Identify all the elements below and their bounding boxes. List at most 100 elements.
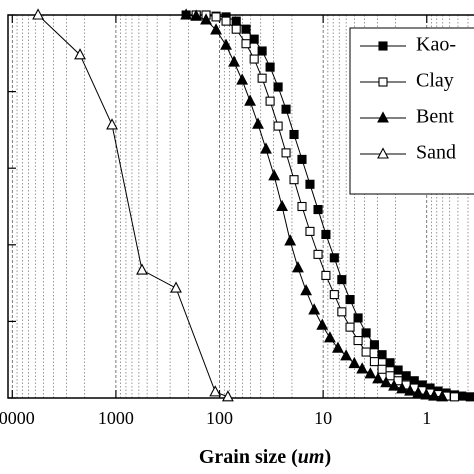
marker: [241, 39, 251, 49]
marker: [340, 349, 353, 361]
marker: [364, 367, 377, 379]
marker: [136, 263, 148, 275]
legend-marker: [378, 77, 388, 87]
x-tick-label: 100: [206, 408, 233, 428]
marker: [305, 179, 315, 189]
marker: [221, 390, 234, 402]
marker: [385, 358, 395, 368]
marker: [220, 38, 232, 50]
x-axis-label: Grain size (um): [199, 446, 331, 468]
marker: [372, 372, 384, 384]
marker: [231, 24, 241, 34]
marker: [170, 281, 182, 293]
x-tick-label: 1000: [98, 408, 134, 428]
marker: [308, 303, 321, 315]
marker: [428, 389, 440, 401]
legend-marker: [377, 111, 389, 123]
marker: [329, 253, 339, 263]
marker: [231, 16, 241, 26]
legend-marker: [377, 147, 389, 159]
marker: [249, 34, 259, 44]
marker: [353, 335, 363, 346]
marker: [380, 375, 392, 388]
marker: [244, 94, 257, 106]
marker: [180, 8, 193, 20]
marker: [305, 226, 315, 236]
legend-box: [349, 27, 474, 195]
marker: [393, 365, 403, 375]
marker: [332, 341, 344, 353]
marker: [297, 154, 307, 164]
legend-label: Kao-: [416, 34, 456, 56]
marker: [345, 295, 355, 305]
marker: [221, 16, 231, 26]
marker: [228, 55, 240, 67]
marker: [436, 390, 449, 402]
marker: [321, 270, 331, 280]
marker: [313, 249, 323, 259]
marker: [273, 82, 283, 92]
marker: [265, 62, 275, 72]
marker: [257, 73, 267, 83]
marker: [276, 199, 288, 212]
marker: [268, 169, 281, 181]
legend-label: Clay: [416, 70, 454, 92]
marker: [190, 9, 203, 21]
marker: [265, 96, 275, 106]
marker: [420, 388, 433, 400]
marker: [209, 385, 222, 397]
marker: [316, 318, 329, 330]
marker: [385, 371, 395, 381]
legend: Kao- Clay Bent Sand: [349, 27, 474, 195]
marker: [284, 234, 297, 246]
marker: [449, 392, 460, 402]
marker: [324, 331, 336, 343]
marker: [241, 24, 251, 34]
marker: [281, 104, 291, 114]
marker: [300, 284, 313, 296]
marker: [273, 121, 283, 131]
marker: [210, 23, 222, 35]
marker: [353, 313, 363, 323]
marker: [260, 142, 272, 154]
marker: [388, 379, 400, 391]
marker: [377, 364, 387, 374]
marker: [369, 340, 379, 350]
marker: [337, 275, 347, 285]
marker: [356, 362, 369, 374]
marker: [348, 356, 361, 369]
marker: [289, 175, 299, 185]
legend-label: Sand: [416, 142, 456, 164]
x-tick-label: 10: [314, 408, 332, 428]
legend-label: Bent: [416, 106, 454, 128]
marker: [404, 384, 416, 396]
marker: [32, 8, 44, 20]
marker: [257, 46, 267, 56]
x-tick-label: 1: [422, 408, 431, 428]
marker: [289, 129, 299, 140]
plot-frame: [7, 14, 474, 399]
marker: [377, 350, 387, 360]
marker: [401, 371, 411, 381]
legend-marker: [378, 41, 388, 51]
marker: [396, 382, 409, 394]
marker: [337, 307, 347, 317]
marker: [281, 148, 291, 158]
marker: [313, 205, 323, 215]
marker: [292, 261, 304, 273]
marker: [465, 392, 474, 402]
marker: [211, 12, 221, 22]
marker: [252, 117, 264, 129]
marker: [200, 13, 212, 25]
marker: [249, 54, 259, 64]
marker: [345, 322, 355, 332]
marker: [329, 290, 339, 300]
marker: [412, 386, 425, 398]
marker: [297, 201, 307, 212]
x-tick-label: 10000: [0, 408, 35, 428]
marker: [369, 357, 379, 367]
marker: [361, 328, 371, 338]
marker: [74, 48, 86, 60]
marker: [236, 73, 249, 85]
